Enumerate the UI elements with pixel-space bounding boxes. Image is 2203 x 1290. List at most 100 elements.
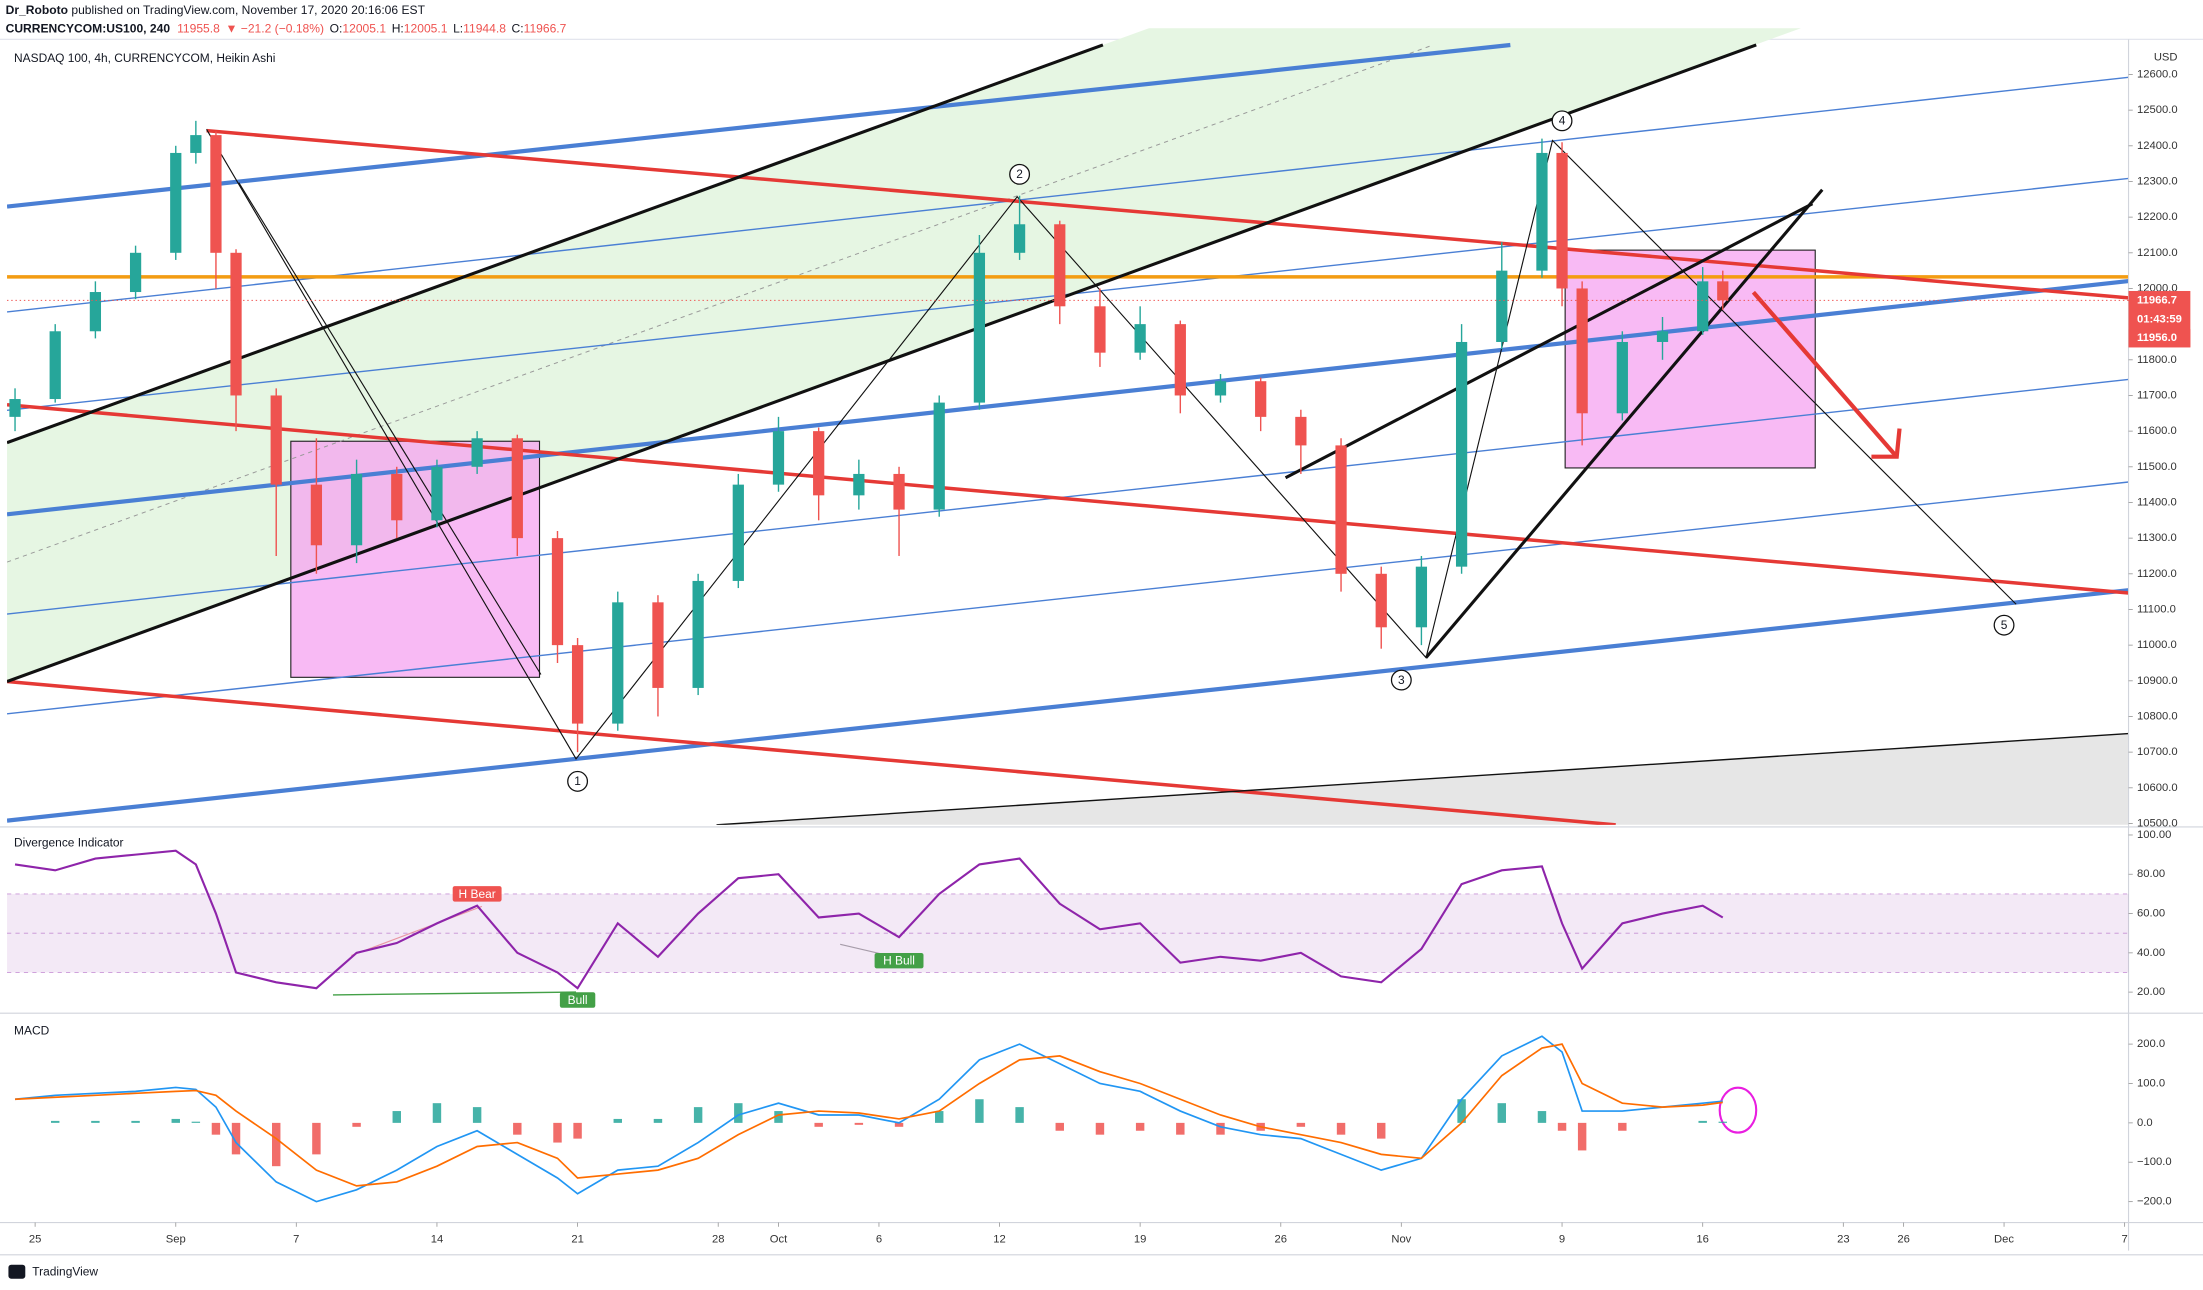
histogram-bar: [1457, 1099, 1466, 1123]
candle-body: [933, 402, 945, 510]
candle-body: [1556, 152, 1568, 289]
candle-body: [1455, 341, 1468, 567]
ohlc-value: 12005.1: [404, 22, 448, 36]
annotation-box: [559, 992, 596, 1008]
divergence-line: [351, 905, 483, 957]
histogram-bar: [1216, 1122, 1225, 1135]
y-tick-label: 12200.0: [2137, 211, 2178, 223]
y-tick-label: 11500.0: [2137, 461, 2177, 473]
histogram-bar: [553, 1122, 562, 1143]
candle-body: [1094, 306, 1106, 353]
candle-body: [692, 580, 704, 688]
x-tick-label: 9: [1559, 1233, 1565, 1245]
wave-label: 4: [1559, 114, 1566, 128]
candle-body: [1717, 281, 1729, 301]
candle-body: [511, 438, 523, 539]
candle-body: [89, 292, 102, 332]
histogram-bar: [854, 1122, 864, 1125]
macd-line: [14, 1035, 1723, 1203]
candle-body: [310, 484, 323, 546]
x-tick-label: 7: [293, 1233, 299, 1245]
histogram-bar: [1618, 1122, 1627, 1131]
x-tick-label: Dec: [1994, 1233, 2014, 1245]
candle-body: [571, 645, 584, 724]
y-tick-label: −200.0: [2137, 1196, 2172, 1208]
brand: TradingView: [32, 1265, 98, 1279]
candle-body: [230, 252, 242, 396]
x-tick-label: 19: [1134, 1233, 1146, 1245]
x-tick-label: Nov: [1391, 1233, 1411, 1245]
histogram-bar: [975, 1099, 984, 1123]
histogram-bar: [1296, 1122, 1306, 1127]
candle-body: [652, 602, 664, 688]
x-tick-label: 12: [993, 1233, 1005, 1245]
y-tick-label: 10600.0: [2137, 782, 2178, 794]
histogram-bar: [814, 1122, 823, 1127]
histogram-bar: [774, 1111, 783, 1123]
candle-body: [391, 473, 403, 521]
divergence-line: [332, 991, 577, 996]
wave-label: 1: [574, 774, 581, 788]
candle-body: [190, 135, 202, 153]
ohlc-key: C:: [512, 22, 524, 36]
last-price: 11955.8: [177, 22, 220, 36]
band: [7, 893, 2129, 973]
wave-marker: [1551, 110, 1573, 132]
ohlc-value: 12005.1: [342, 22, 386, 36]
session-tag-label: 11956.0: [2137, 332, 2177, 344]
wave-path: [206, 128, 2017, 760]
red-channel: [7, 128, 2129, 825]
pane-title: Divergence Indicator: [14, 835, 123, 849]
y-tick-label: 12400.0: [2137, 140, 2178, 152]
histogram-bar: [231, 1122, 241, 1155]
ohlc-value: 11944.8: [463, 22, 506, 36]
y-tick-label: 11600.0: [2137, 425, 2177, 437]
y-tick-label: 10800.0: [2137, 710, 2178, 722]
annotation-label: H Bull: [883, 954, 915, 968]
histogram-bar: [894, 1122, 904, 1127]
histogram-bar: [1557, 1122, 1567, 1131]
wave-path: [238, 182, 542, 675]
y-tick-label: 60.00: [2137, 908, 2165, 920]
histogram-bar: [513, 1122, 522, 1135]
histogram-bar: [653, 1118, 663, 1123]
histogram-bar: [1095, 1122, 1105, 1135]
histogram-bar: [1176, 1122, 1185, 1135]
y-tick-label: −100.0: [2137, 1156, 2172, 1168]
candle-body: [1134, 324, 1146, 353]
wave-marker: [1009, 163, 1031, 185]
annotation-label: H Bear: [459, 887, 496, 901]
candle-body: [270, 395, 282, 485]
header-line: Dr_Roboto published on TradingView.com, …: [6, 3, 426, 17]
histogram-bar: [211, 1122, 221, 1135]
author: Dr_Roboto: [6, 3, 68, 17]
y-tick-label: 0.0: [2137, 1117, 2153, 1129]
y-tick-label: 12100.0: [2137, 247, 2178, 259]
main-title: NASDAQ 100, 4h, CURRENCYCOM, Heikin Ashi: [14, 51, 275, 65]
histogram-bar: [1577, 1122, 1587, 1151]
y-tick-label: 10500.0: [2137, 817, 2178, 829]
histogram-bar: [472, 1107, 482, 1123]
y-tick-label: 11800.0: [2137, 354, 2177, 366]
ohlc-value: 11966.7: [524, 22, 567, 36]
y-tick-label: 12500.0: [2137, 104, 2178, 116]
candle-body: [1335, 445, 1347, 574]
histogram-bar: [392, 1111, 401, 1123]
ohlc-key: H:: [392, 22, 404, 36]
histogram-bar: [1698, 1120, 1707, 1123]
drawings: [7, 28, 2129, 825]
histogram-bar: [171, 1118, 180, 1123]
candle-body: [772, 431, 785, 485]
histogram-bar: [1537, 1111, 1547, 1123]
y-tick-label: 20.00: [2137, 986, 2165, 998]
histogram-bar: [272, 1122, 281, 1167]
currency: USD: [2154, 52, 2178, 64]
histogram-bar: [1336, 1122, 1346, 1135]
x-tick-label: 21: [571, 1233, 583, 1245]
symbol: CURRENCYCOM:US100, 240: [6, 22, 171, 36]
candle-body: [1295, 416, 1307, 446]
candle-body: [170, 152, 182, 253]
x-tick-label: 26: [1275, 1233, 1287, 1245]
candle-body: [1013, 224, 1026, 253]
